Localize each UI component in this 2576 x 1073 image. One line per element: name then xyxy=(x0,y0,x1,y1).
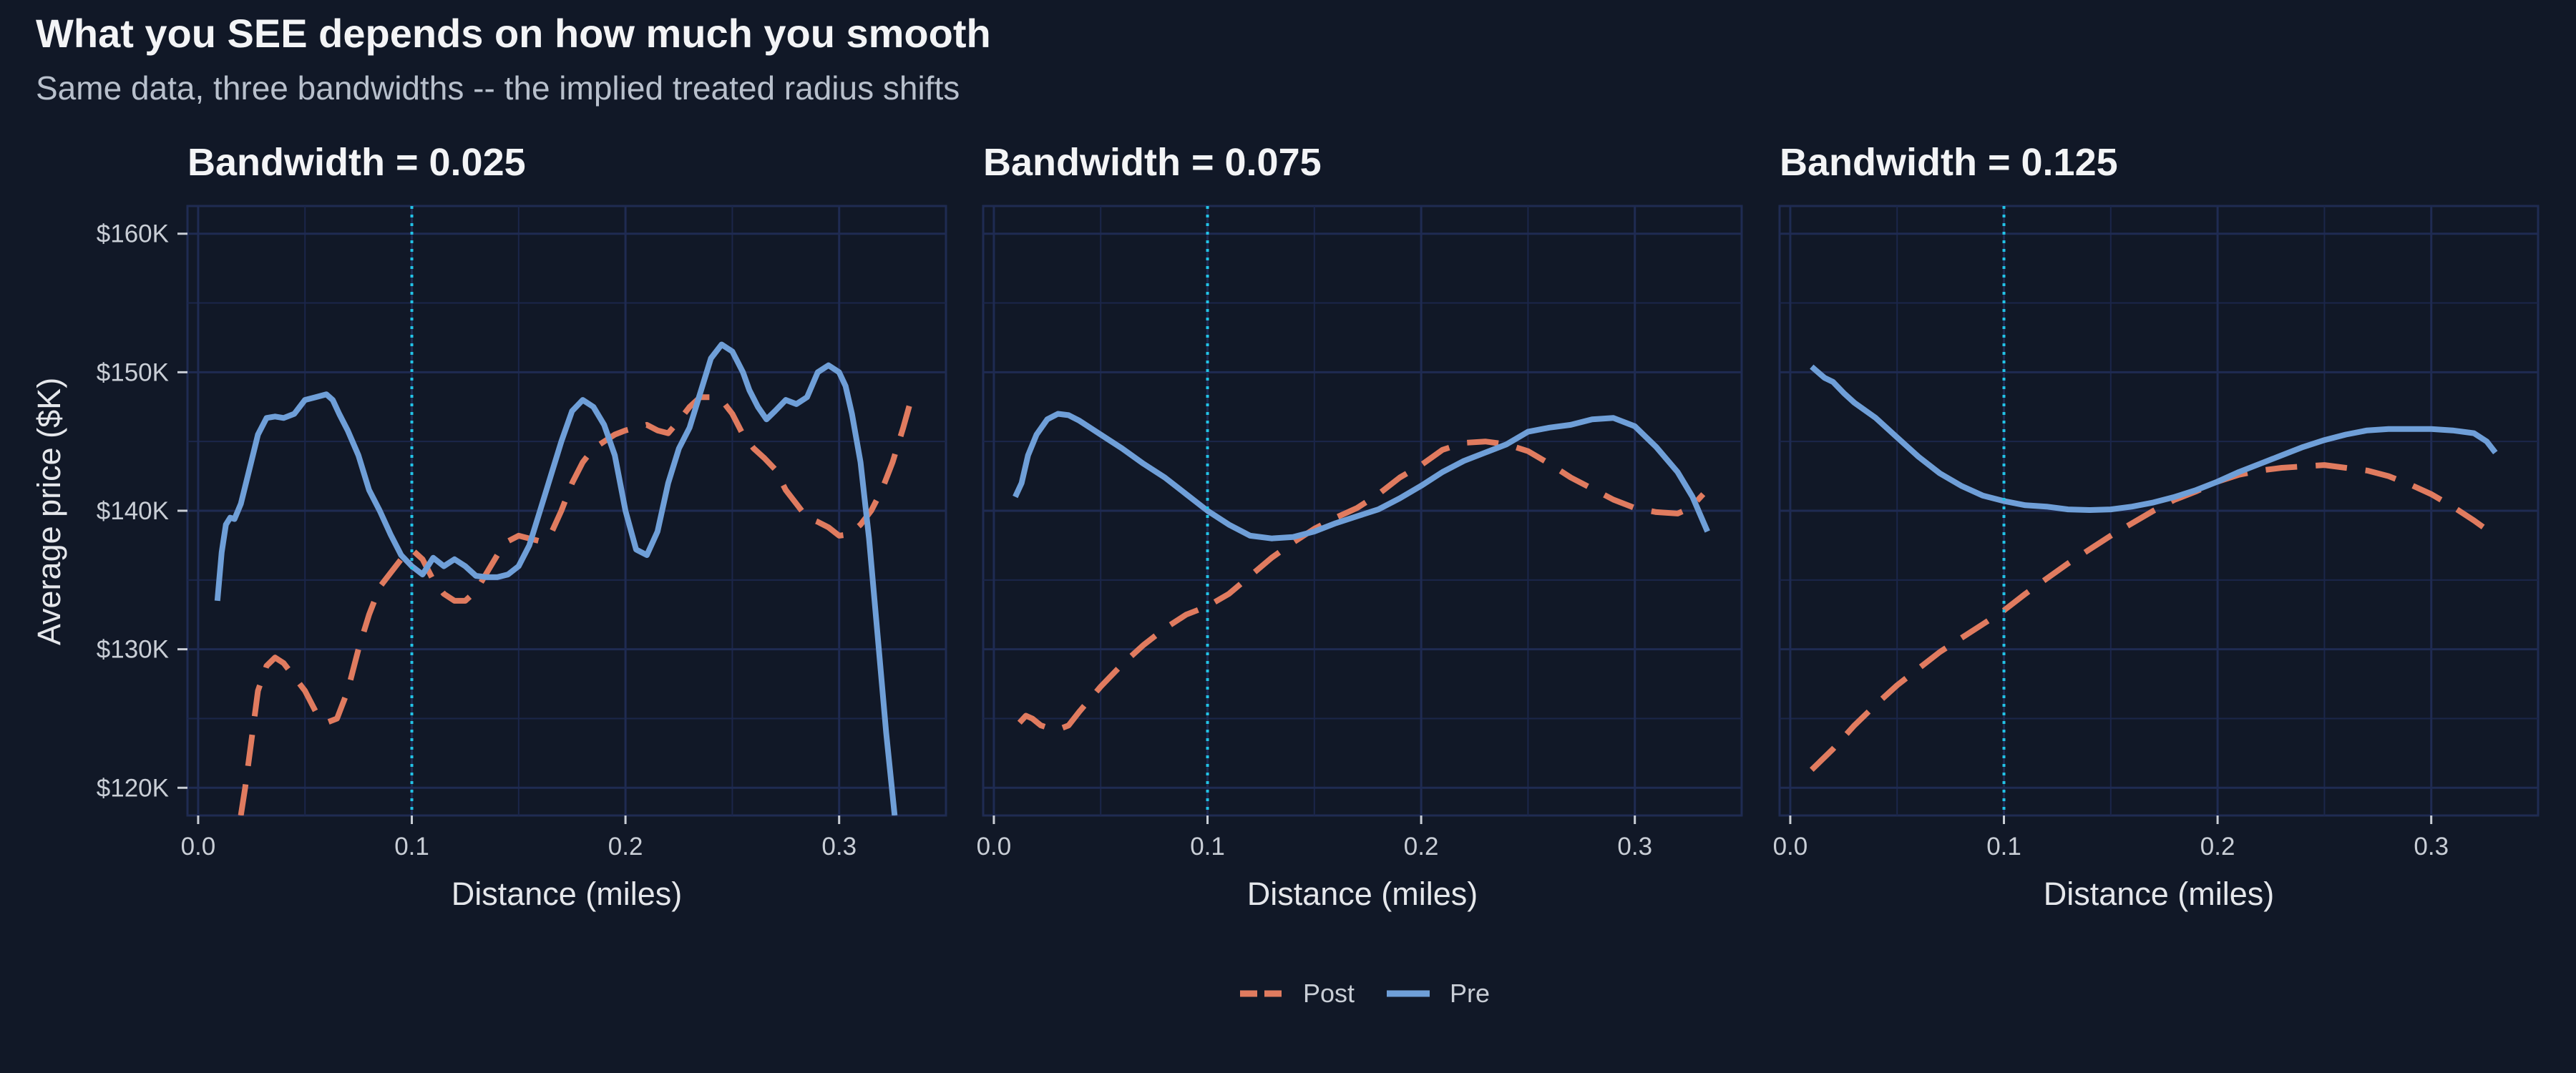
panel-1: 0.0 0.1 0.2 0.3 $120K $130K $140K $150K $160K Ban… xyxy=(97,141,947,912)
x-tick-label: 0.1 xyxy=(1986,833,2021,861)
panels-layer: 0.0 0.1 0.2 0.3 $120K $130K $140K $150K $160K Ban… xyxy=(97,141,2540,912)
x-tick-label: 0.3 xyxy=(1617,833,1652,861)
y-axis-label: Average price ($K) xyxy=(31,378,67,645)
x-tick-label: 0.0 xyxy=(181,833,216,861)
x-tick-label: 0.1 xyxy=(394,833,429,861)
y-tick-label: $140K xyxy=(97,497,169,525)
y-tick-label: $120K xyxy=(97,774,169,802)
legend: Post Pre xyxy=(1240,979,1490,1008)
y-tick-label: $150K xyxy=(97,358,169,386)
chart-title: What you SEE depends on how much you smo… xyxy=(36,11,991,56)
x-tick-label: 0.2 xyxy=(1404,833,1439,861)
series-group xyxy=(1810,364,2498,772)
x-tick-label: 0.2 xyxy=(608,833,643,861)
series-line-pre xyxy=(1013,411,1710,542)
series-line-post xyxy=(1810,462,2497,772)
panel-title: Bandwidth = 0.025 xyxy=(187,141,526,184)
panel-title: Bandwidth = 0.125 xyxy=(1780,141,2118,184)
legend-label-post: Post xyxy=(1303,979,1355,1008)
x-tick-label: 0.3 xyxy=(2414,833,2449,861)
panel-3: 0.0 0.1 0.2 0.3 Bandwidth = 0.125 Distance (m… xyxy=(1773,141,2540,912)
series-line-pre xyxy=(214,341,898,815)
y-tick-label: $160K xyxy=(97,220,169,248)
series-line-post xyxy=(1017,438,1706,733)
x-tick-label: 0.3 xyxy=(821,833,857,861)
legend-label-pre: Pre xyxy=(1450,979,1490,1008)
x-axis-label: Distance (miles) xyxy=(2044,876,2275,912)
y-tick-label: $130K xyxy=(97,636,169,664)
series-line-post xyxy=(238,394,915,815)
series-group xyxy=(1013,411,1710,733)
x-tick-label: 0.1 xyxy=(1190,833,1225,861)
series-line-pre xyxy=(1810,364,2498,513)
panel-2: 0.0 0.1 0.2 0.3 Bandwidth = 0.075 Distance (m… xyxy=(977,141,1743,912)
series-group xyxy=(214,341,915,815)
x-tick-label: 0.0 xyxy=(977,833,1012,861)
x-tick-label: 0.0 xyxy=(1773,833,1808,861)
panel-title: Bandwidth = 0.075 xyxy=(983,141,1322,184)
x-axis-label: Distance (miles) xyxy=(452,876,683,912)
x-tick-label: 0.2 xyxy=(2200,833,2235,861)
x-axis-label: Distance (miles) xyxy=(1247,876,1478,912)
chart-subtitle: Same data, three bandwidths -- the impli… xyxy=(36,69,960,107)
